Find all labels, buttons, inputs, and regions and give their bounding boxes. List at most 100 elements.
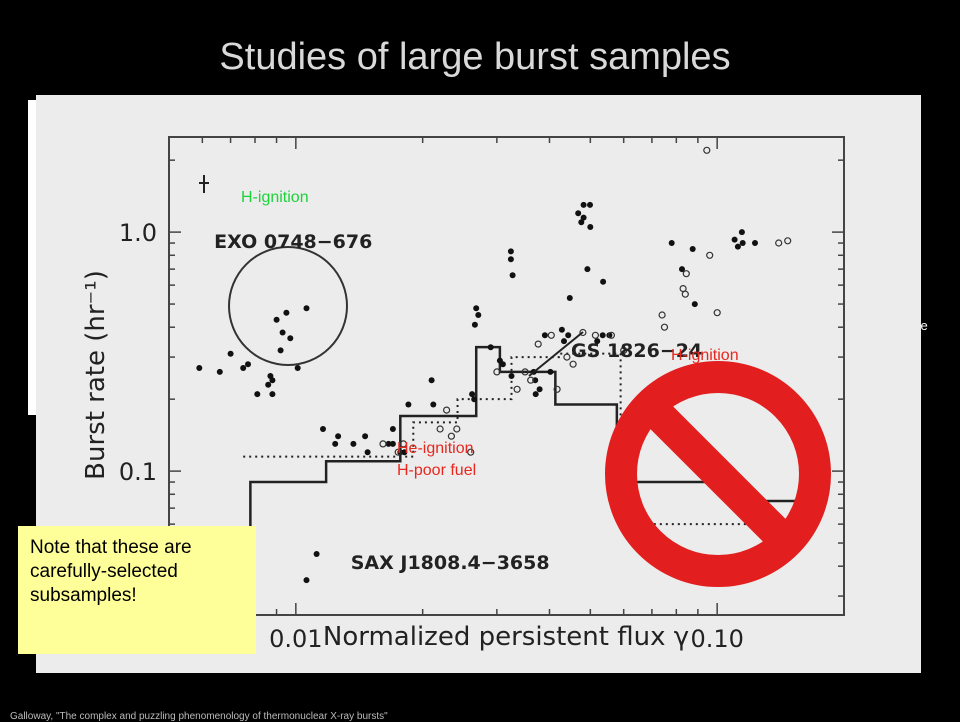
filled-data-point <box>362 433 369 440</box>
filled-data-point <box>566 295 573 301</box>
filled-data-point <box>320 426 326 432</box>
open-data-point <box>399 440 407 448</box>
filled-data-point <box>536 386 543 393</box>
filled-data-point <box>599 332 606 339</box>
open-data-point <box>394 448 402 456</box>
filled-data-point <box>541 332 548 339</box>
filled-data-point <box>389 426 396 432</box>
x-tick-label: 0.01 <box>269 625 322 653</box>
filled-data-point <box>254 391 261 398</box>
filled-data-point <box>580 201 587 208</box>
y-tick-label: 0.1 <box>119 458 157 486</box>
filled-data-point <box>405 401 412 408</box>
filled-data-point <box>580 214 587 221</box>
filled-data-point <box>350 440 357 447</box>
filled-data-point <box>738 229 745 236</box>
error-bar-cross <box>199 175 209 193</box>
filled-data-point <box>335 433 342 440</box>
filled-data-point <box>245 361 251 368</box>
open-data-point <box>591 331 600 339</box>
gs-pointer-line <box>528 331 584 377</box>
h-ignition-label: H-ignition <box>241 189 309 206</box>
y-axis-label: Burst rate (hr⁻¹) <box>81 270 111 480</box>
he-ignition-line2: H-poor fuel <box>397 462 477 479</box>
filled-data-point <box>565 332 572 339</box>
filled-data-point <box>679 266 685 273</box>
filled-data-point <box>389 440 396 447</box>
open-data-point <box>703 146 711 154</box>
open-data-point <box>521 368 529 376</box>
filled-data-point <box>508 373 515 379</box>
filled-data-point <box>401 449 408 456</box>
open-data-point <box>534 340 542 348</box>
filled-data-point <box>471 396 478 403</box>
filled-data-point <box>487 344 494 351</box>
filled-data-point <box>332 440 339 447</box>
filled-data-point <box>606 332 613 339</box>
filled-data-point <box>277 347 284 354</box>
filled-data-point <box>532 391 539 398</box>
filled-data-point <box>691 301 698 308</box>
open-data-point <box>784 237 792 245</box>
open-data-point <box>569 360 577 368</box>
open-data-point <box>453 425 461 433</box>
filled-data-point <box>397 449 404 456</box>
filled-data-point <box>509 272 516 279</box>
prohibition-sign-icon <box>605 361 831 587</box>
he-ignition-label: He-ignition H-poor fuel <box>397 438 476 482</box>
filled-data-point <box>216 368 223 375</box>
open-data-point <box>443 406 451 414</box>
open-data-point <box>513 385 521 393</box>
open-data-point <box>775 239 783 247</box>
filled-data-point <box>385 440 392 447</box>
filled-data-point <box>734 243 741 250</box>
y-tick-label: 1.0 <box>119 219 157 247</box>
source-label: GS 1826−24 <box>571 340 702 362</box>
open-data-point <box>607 331 616 339</box>
open-data-point <box>553 385 561 393</box>
filled-data-point <box>273 316 280 323</box>
open-data-point <box>379 440 387 448</box>
he-ignition-line1: He-ignition <box>397 440 474 457</box>
filled-data-point <box>752 240 758 246</box>
source-label: SAX J1808.4−3658 <box>351 552 550 574</box>
open-data-point <box>436 425 444 433</box>
open-data-point <box>527 376 535 384</box>
filled-data-point <box>287 335 294 342</box>
open-data-point <box>547 331 555 339</box>
filled-data-point <box>558 326 565 333</box>
open-data-point <box>660 323 669 331</box>
filled-data-point <box>269 377 276 384</box>
filled-data-point <box>507 248 514 255</box>
filled-data-point <box>227 350 234 357</box>
filled-data-point <box>600 278 607 285</box>
filled-data-point <box>364 449 371 456</box>
filled-data-point <box>471 321 478 328</box>
filled-data-point <box>303 305 310 312</box>
source-labels: EXO 0748−676 GS 1826−24 SAX J1808.4−3658 <box>214 231 702 574</box>
open-data-point <box>682 270 690 278</box>
open-data-point <box>563 353 571 361</box>
filled-data-point <box>584 266 591 273</box>
note-box: Note that these are carefully-selected s… <box>18 526 256 654</box>
x-tick-label: 0.10 <box>690 625 743 653</box>
filled-data-point <box>731 236 738 243</box>
filled-data-point <box>294 365 301 371</box>
filled-data-point <box>668 240 675 246</box>
filled-data-point <box>469 391 476 398</box>
filled-data-point <box>578 219 585 226</box>
citation: Galloway, "The complex and puzzling phen… <box>10 711 388 722</box>
filled-data-point <box>575 210 582 217</box>
x-axis-label: Normalized persistent flux γ <box>323 622 689 652</box>
open-data-point <box>579 328 587 337</box>
open-data-point <box>620 346 628 354</box>
open-data-point <box>467 448 475 456</box>
filled-data-point <box>279 329 286 336</box>
open-data-point <box>493 368 501 376</box>
plot-frame <box>168 136 845 616</box>
filled-data-point <box>587 224 594 230</box>
open-data-point <box>681 290 689 298</box>
filled-data-point <box>507 256 514 263</box>
open-data-point <box>658 311 666 319</box>
filled-data-point <box>196 365 203 371</box>
